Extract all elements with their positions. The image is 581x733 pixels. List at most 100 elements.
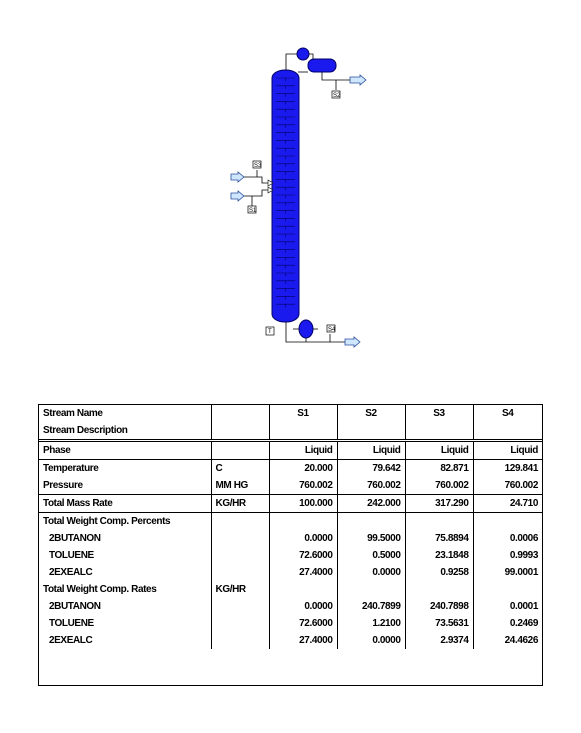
phase-s2: Liquid — [336, 439, 405, 460]
table-cell: 99.0001 — [472, 564, 542, 581]
table-row: 2EXEALC 27.4000 0.0000 2.9374 24.4626 — [39, 632, 542, 649]
overhead-piping — [285, 53, 350, 90]
phase-s1: Liquid — [268, 439, 337, 460]
feed-arrowhead-bottom — [267, 186, 274, 194]
stream-description-header: Stream Description — [43, 425, 128, 436]
stream-tag-s3-label: S3 — [254, 163, 262, 169]
component-name: 2BUTANON — [49, 533, 101, 544]
table-cell: 0.5000 — [336, 547, 405, 564]
total-mass-rate-label: Total Mass Rate — [39, 494, 211, 513]
pressure-unit: MM HG — [210, 477, 269, 495]
table-cell: 0.9993 — [472, 547, 542, 564]
table-cell: 240.7898 — [404, 598, 473, 615]
total-mass-rate-s2: 242.000 — [336, 494, 405, 513]
stream-tag-s1-label: S1 — [249, 208, 257, 214]
stream-tag-s4[interactable]: S4 — [326, 324, 336, 333]
temperature-s3: 82.871 — [404, 459, 473, 477]
table-cell: 0.2469 — [472, 615, 542, 632]
arrow-in-feed-s1 — [230, 190, 245, 202]
arrow-out-s2 — [349, 74, 367, 86]
table-cell: 27.4000 — [268, 564, 337, 581]
stream-tag-s4-label: S4 — [328, 327, 336, 333]
bottoms-piping — [285, 322, 345, 343]
total-mass-rate-s4: 24.710 — [472, 494, 542, 513]
reboiler[interactable] — [298, 319, 314, 339]
component-name: 2EXEALC — [49, 567, 93, 578]
table-cell: 75.8894 — [404, 530, 473, 547]
table-row: Phase Liquid Liquid Liquid Liquid — [39, 439, 542, 460]
pressure-s4: 760.002 — [472, 477, 542, 495]
process-flow-diagram: S2 S1 S3 S4 T — [230, 47, 367, 348]
table-cell: 0.0000 — [336, 564, 405, 581]
table-cell: 2.9374 — [404, 632, 473, 649]
pressure-s3: 760.002 — [404, 477, 473, 495]
phase-s3: Liquid — [404, 439, 473, 460]
table-cell: 72.6000 — [268, 547, 337, 564]
table-row: Stream Description — [39, 422, 542, 441]
stream-header-s2: S2 — [336, 405, 405, 422]
temperature-label: Temperature — [39, 459, 211, 477]
table-cell: 24.4626 — [472, 632, 542, 649]
component-name: TOLUENE — [49, 550, 94, 561]
stream-header-s4: S4 — [472, 405, 542, 422]
table-row: Total Weight Comp. Percents — [39, 512, 542, 530]
temperature-s4: 129.841 — [472, 459, 542, 477]
component-name: 2EXEALC — [49, 635, 93, 646]
stream-header-s1: S1 — [268, 405, 337, 422]
table-row: Total Weight Comp. Rates KG/HR — [39, 581, 542, 598]
pressure-s2: 760.002 — [336, 477, 405, 495]
stream-header-s3: S3 — [404, 405, 473, 422]
table-row: 2BUTANON 0.0000 99.5000 75.8894 0.0006 — [39, 530, 542, 547]
table-cell: 1.2100 — [336, 615, 405, 632]
table-cell: 0.0000 — [268, 530, 337, 547]
table-row: Pressure MM HG 760.002 760.002 760.002 7… — [39, 477, 542, 495]
temperature-unit: C — [210, 459, 269, 477]
stream-tag-s1[interactable]: S1 — [247, 205, 257, 214]
component-name: TOLUENE — [49, 618, 94, 629]
table-cell: 99.5000 — [336, 530, 405, 547]
table-row: 2BUTANON 0.0000 240.7899 240.7898 0.0001 — [39, 598, 542, 615]
table-row: TOLUENE 72.6000 0.5000 23.1848 0.9993 — [39, 547, 542, 564]
table-row: TOLUENE 72.6000 1.2100 73.5631 0.2469 — [39, 615, 542, 632]
table-cell: 73.5631 — [404, 615, 473, 632]
table-cell: 0.0006 — [472, 530, 542, 547]
stream-tag-s2[interactable]: S2 — [331, 90, 341, 99]
reflux-drum[interactable] — [307, 58, 337, 73]
table-cell: 27.4000 — [268, 632, 337, 649]
table-cell: 72.6000 — [268, 615, 337, 632]
condenser[interactable] — [296, 47, 310, 61]
arrow-out-s4 — [344, 336, 361, 348]
table-cell: 0.0000 — [268, 598, 337, 615]
pressure-s1: 760.002 — [268, 477, 337, 495]
arrow-in-feed-top — [230, 171, 245, 183]
table-cell: 0.0001 — [472, 598, 542, 615]
pressure-label: Pressure — [43, 480, 83, 491]
column-tag-label: T — [268, 329, 272, 335]
distillation-column[interactable] — [271, 69, 300, 323]
table-row: Temperature C 20.000 79.642 82.871 129.8… — [39, 459, 542, 477]
table-cell: 0.0000 — [336, 632, 405, 649]
weight-rates-unit: KG/HR — [210, 581, 269, 598]
phase-s4: Liquid — [472, 439, 542, 460]
temperature-s2: 79.642 — [336, 459, 405, 477]
weight-percents-label: Total Weight Comp. Percents — [39, 512, 211, 530]
stream-tag-s2-label: S2 — [333, 93, 341, 99]
table-cell: 240.7899 — [336, 598, 405, 615]
stream-name-header: Stream Name — [43, 408, 103, 419]
stream-summary-table: Stream Name S1 S2 S3 S4 Stream Descripti… — [38, 404, 543, 686]
weight-rates-label: Total Weight Comp. Rates — [43, 584, 157, 595]
table-cell: 0.9258 — [404, 564, 473, 581]
column-tag[interactable]: T — [265, 326, 275, 336]
stream-tag-s3[interactable]: S3 — [252, 160, 262, 169]
table-row: Total Mass Rate KG/HR 100.000 242.000 31… — [39, 494, 542, 513]
total-mass-rate-unit: KG/HR — [210, 494, 269, 513]
table-row: 2EXEALC 27.4000 0.0000 0.9258 99.0001 — [39, 564, 542, 581]
feed-arrowhead-top — [267, 179, 274, 187]
table-row: Stream Name S1 S2 S3 S4 — [39, 405, 542, 422]
temperature-s1: 20.000 — [268, 459, 337, 477]
table-cell: 23.1848 — [404, 547, 473, 564]
phase-label: Phase — [39, 439, 211, 460]
feed-piping — [242, 170, 272, 206]
total-mass-rate-s1: 100.000 — [268, 494, 337, 513]
component-name: 2BUTANON — [49, 601, 101, 612]
